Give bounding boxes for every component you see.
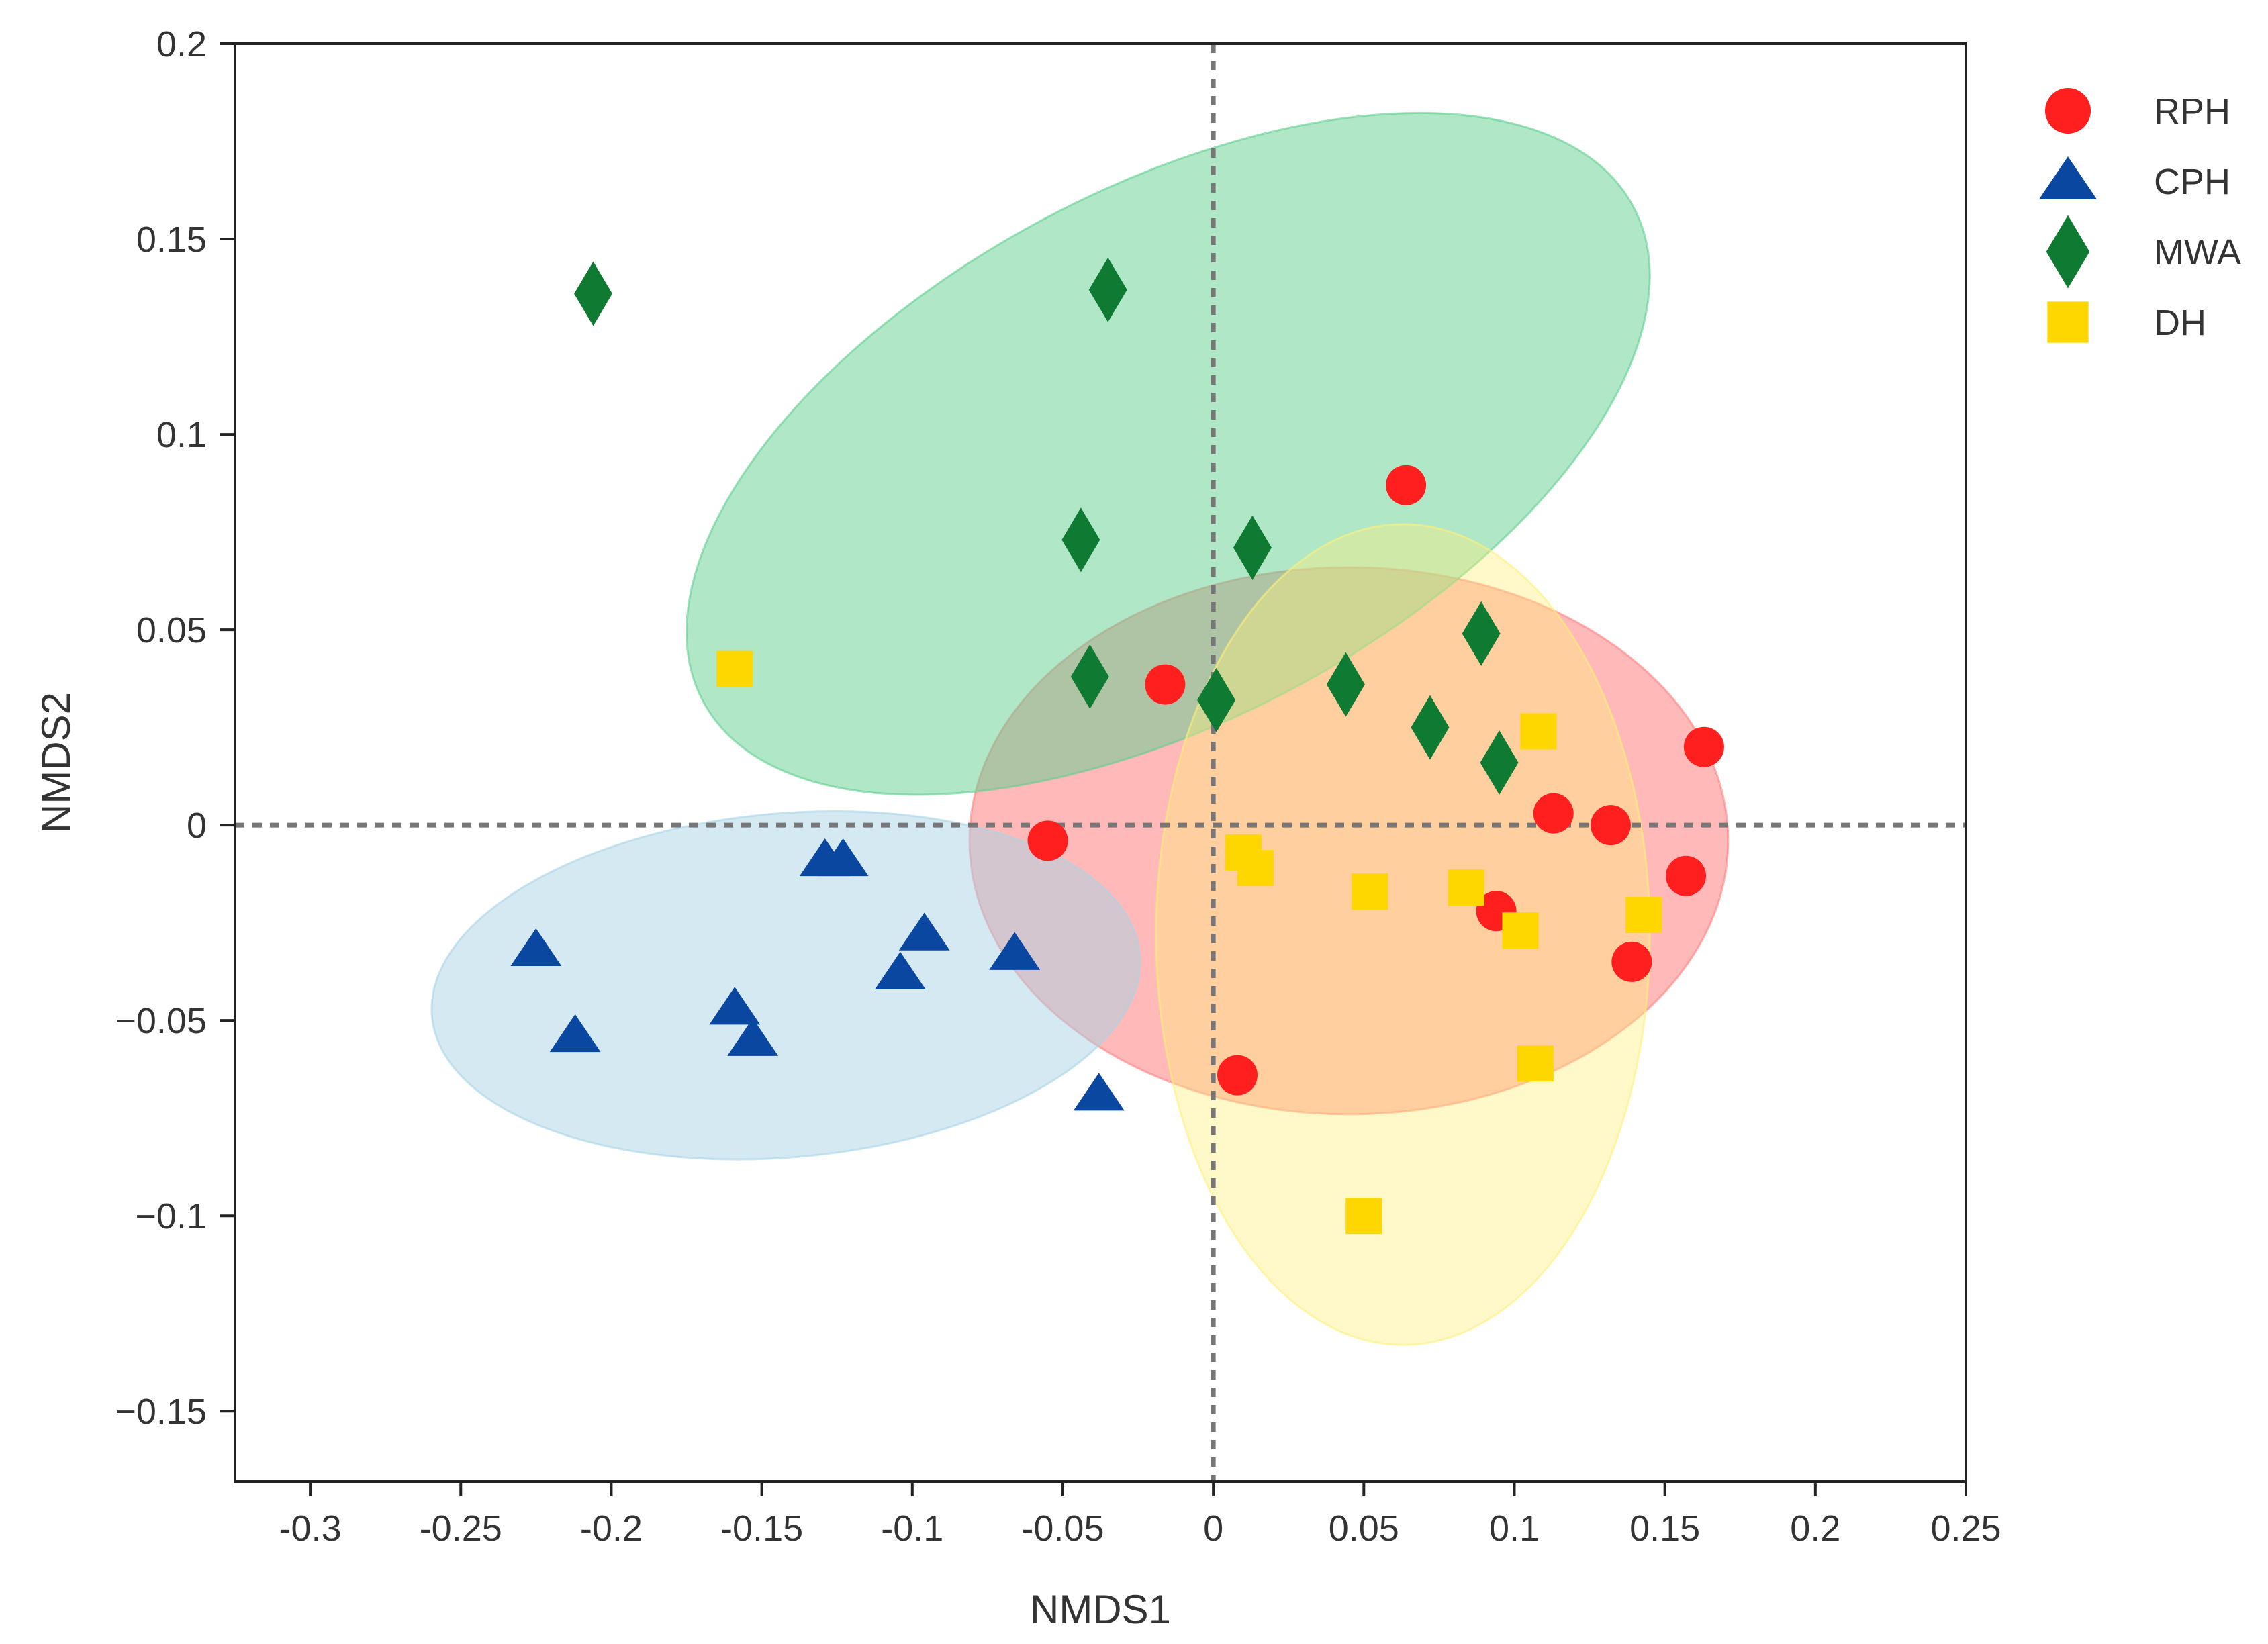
data-point-dh	[1345, 1198, 1382, 1235]
data-point-cph	[817, 838, 869, 877]
ellipse-dh	[1155, 523, 1651, 1346]
data-point-mwa	[1197, 667, 1236, 732]
x-axis-title: NMDS1	[1030, 1587, 1171, 1632]
data-point-rph	[1217, 1055, 1258, 1096]
legend: RPH CPH MWA DH	[2038, 88, 2241, 343]
data-point-dh	[1237, 850, 1274, 887]
legend-label-cph: CPH	[2154, 162, 2230, 202]
data-point-cph	[510, 928, 562, 967]
ellipse-cph	[430, 810, 1141, 1161]
x-tick-label: 0.25	[1930, 1508, 2001, 1549]
data-point-rph	[1145, 664, 1186, 705]
data-point-dh	[1352, 873, 1388, 910]
legend-item-dh: DH	[2047, 301, 2206, 343]
x-tick-label: 0	[1203, 1508, 1223, 1549]
legend-marker-dh	[2047, 301, 2089, 343]
series-mwa	[574, 257, 1519, 795]
data-point-mwa	[1233, 515, 1272, 580]
y-tick-label: 0.2	[156, 24, 207, 64]
data-point-cph	[989, 932, 1041, 970]
data-point-dh	[716, 650, 753, 687]
x-tick-label: -0.15	[720, 1508, 803, 1549]
data-point-dh	[1520, 713, 1557, 750]
data-point-mwa	[1480, 730, 1519, 795]
data-point-dh	[1625, 897, 1662, 934]
y-tick-label: 0.15	[136, 220, 207, 260]
data-point-cph	[549, 1014, 601, 1053]
series-rph	[1027, 465, 1724, 1096]
data-point-cph	[874, 951, 926, 989]
y-tick-label: −0.15	[115, 1392, 207, 1432]
data-point-rph	[1590, 805, 1631, 846]
data-point-mwa	[574, 261, 613, 326]
y-tick-label: −0.05	[115, 1001, 207, 1041]
reference-lines	[235, 44, 1966, 1482]
axes-layer: -0.3 -0.25 -0.2 -0.15 -0.1 -0.05 0 0.05 0.1 0.15 0…	[115, 24, 2001, 1549]
ellipse-mwa	[686, 111, 1651, 796]
legend-item-rph: RPH	[2045, 88, 2230, 134]
y-tick-label: −0.1	[135, 1196, 207, 1237]
x-tick-label: 0.05	[1329, 1508, 1399, 1549]
data-point-cph	[1073, 1073, 1125, 1111]
legend-item-cph: CPH	[2038, 156, 2230, 202]
data-point-rph	[1386, 465, 1427, 505]
data-point-cph	[727, 1018, 779, 1056]
ellipse-layer	[430, 111, 1730, 1346]
x-tick-label: -0.2	[580, 1508, 643, 1549]
y-tick-label: 0	[187, 806, 207, 846]
data-point-rph	[1611, 941, 1652, 982]
data-point-mwa	[1411, 695, 1450, 760]
data-point-rph	[1533, 793, 1574, 834]
data-point-rph	[1666, 855, 1707, 896]
data-point-mwa	[1088, 257, 1127, 322]
plot-frame	[234, 42, 1967, 1483]
data-point-rph	[1683, 726, 1724, 767]
legend-marker-mwa	[2046, 215, 2090, 289]
data-point-cph	[898, 912, 950, 951]
y-tick-label: 0.05	[136, 610, 207, 650]
series-cph	[510, 838, 1125, 1111]
data-point-dh	[1517, 1045, 1554, 1082]
x-tick-label: 0.2	[1790, 1508, 1840, 1549]
x-tick-label: -0.05	[1021, 1508, 1104, 1549]
data-point-dh	[1448, 869, 1484, 906]
series-dh	[716, 650, 1662, 1235]
x-tick-label: 0.15	[1629, 1508, 1700, 1549]
points-layer	[510, 257, 1724, 1235]
data-point-mwa	[1070, 644, 1109, 709]
x-tick-label: -0.3	[279, 1508, 342, 1549]
legend-label-dh: DH	[2154, 303, 2206, 343]
data-point-mwa	[1462, 601, 1501, 666]
x-tick-label: -0.25	[420, 1508, 502, 1549]
legend-marker-rph	[2045, 88, 2091, 134]
data-point-mwa	[1326, 652, 1365, 717]
data-point-cph	[709, 987, 761, 1025]
x-tick-label: -0.1	[881, 1508, 943, 1549]
legend-item-mwa: MWA	[2046, 215, 2241, 289]
y-axis-title: NMDS2	[34, 692, 79, 833]
legend-marker-cph	[2038, 156, 2097, 199]
data-point-rph	[1027, 820, 1068, 861]
y-tick-label: 0.1	[156, 415, 207, 455]
x-tick-label: 0.1	[1489, 1508, 1540, 1549]
legend-label-mwa: MWA	[2154, 232, 2241, 273]
data-point-dh	[1502, 912, 1539, 949]
data-point-mwa	[1061, 507, 1100, 573]
legend-label-rph: RPH	[2154, 91, 2230, 132]
